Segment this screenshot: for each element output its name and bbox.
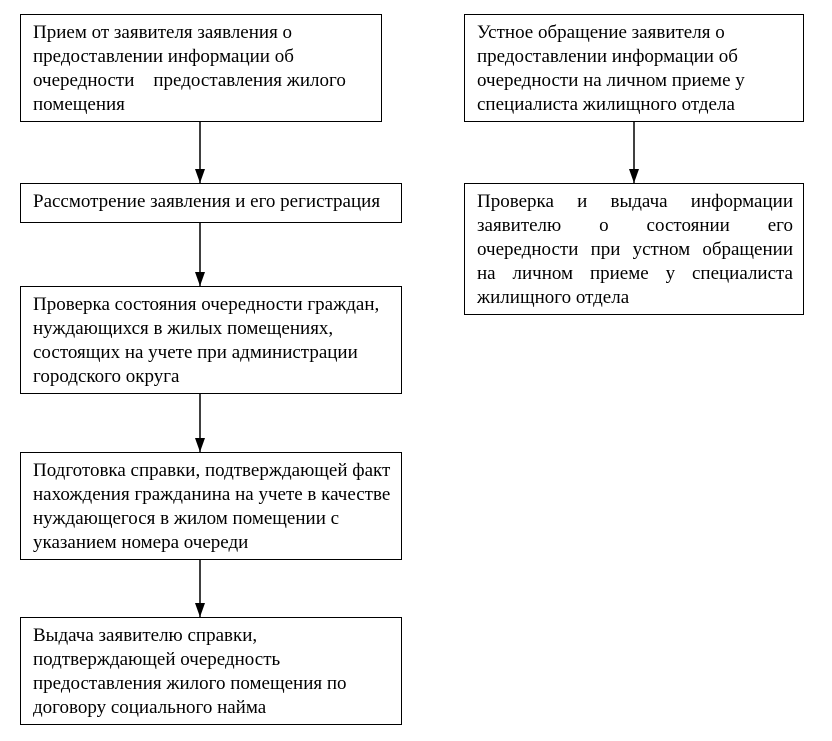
flowchart-node-L4: Подготовка справки, подтверждающей факт … — [20, 452, 402, 560]
flowchart-node-text: Устное обращение заявителя о предоставле… — [477, 21, 793, 117]
flowchart-node-R2: Проверка и выдача информации заявителю о… — [464, 183, 804, 315]
flowchart-node-text: Подготовка справки, подтверждающей факт … — [33, 459, 391, 555]
flowchart-node-R1: Устное обращение заявителя о предоставле… — [464, 14, 804, 122]
flowchart-node-text: Прием от заявителя заявления о предостав… — [33, 21, 371, 117]
flowchart-node-text: Проверка состояния очередности граждан, … — [33, 293, 391, 389]
flowchart-node-L5: Выдача заявителю справки, подтверждающей… — [20, 617, 402, 725]
flowchart-node-L2: Рассмотрение заявления и его регистрация — [20, 183, 402, 223]
flowchart-node-L3: Проверка состояния очередности граждан, … — [20, 286, 402, 394]
flowchart-canvas: Прием от заявителя заявления о предостав… — [0, 0, 832, 741]
flowchart-node-text: Проверка и выдача информации заявителю о… — [477, 190, 793, 310]
flowchart-node-text: Выдача заявителю справки, подтверждающей… — [33, 624, 391, 720]
flowchart-node-L1: Прием от заявителя заявления о предостав… — [20, 14, 382, 122]
flowchart-node-text: Рассмотрение заявления и его регистрация — [33, 190, 391, 214]
